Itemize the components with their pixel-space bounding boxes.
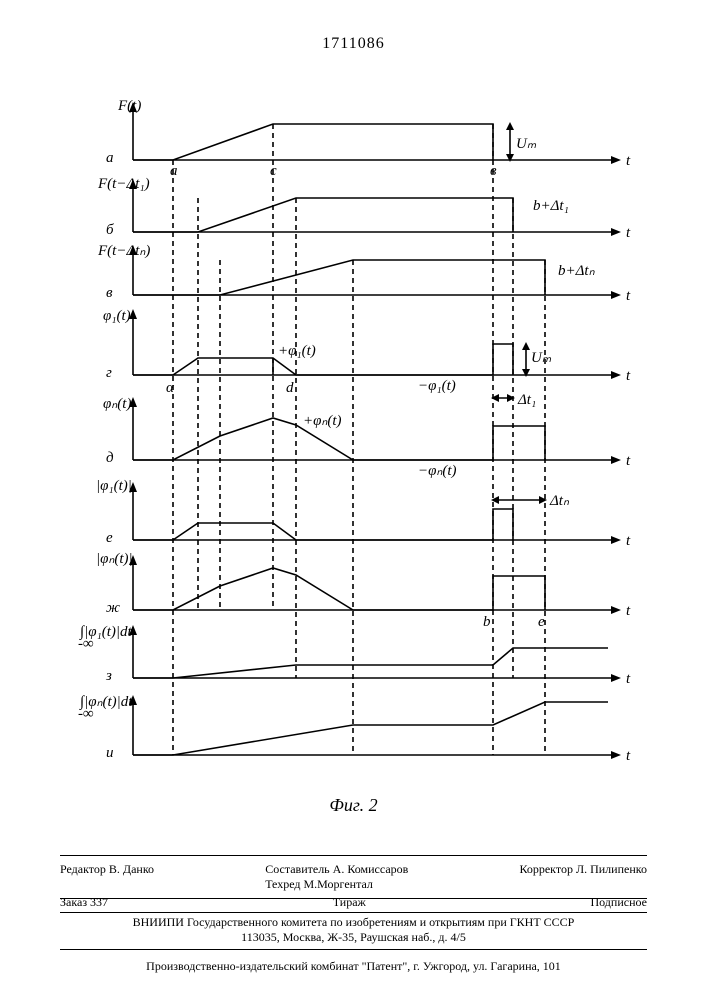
svg-text:Uₘ: Uₘ: [531, 350, 552, 366]
footer: Производственно-издательский комбинат "П…: [60, 955, 647, 974]
order-number: Заказ 337: [60, 895, 108, 910]
wave-c: [133, 260, 545, 295]
svg-text:t: t: [626, 533, 631, 549]
rowletter-a: а: [106, 150, 114, 166]
corrector: Корректор Л. Пилипенко: [519, 862, 647, 892]
timing-diagram: F(t) а t a c в Uₘ F(t−Δt₁): [78, 100, 638, 780]
ylabel-f: |φ₁(t)|: [96, 478, 132, 494]
page: 1711086 F(t) а t a c в Uₘ: [0, 0, 707, 1000]
wave-h: [133, 648, 608, 678]
subscription: Подписное: [590, 895, 647, 910]
svg-text:е: е: [106, 530, 113, 546]
svg-text:−φ₁(t): −φ₁(t): [418, 378, 456, 394]
svg-text:b+Δt₁: b+Δt₁: [533, 198, 569, 214]
svg-text:б: б: [106, 222, 114, 238]
svg-text:з: з: [105, 668, 112, 684]
svg-text:b+Δtₙ: b+Δtₙ: [558, 263, 596, 279]
wave-d: [133, 344, 513, 375]
ylabel-c: F(t−Δtₙ): [97, 243, 150, 259]
svg-text:b: b: [483, 614, 491, 630]
doc-number: 1711086: [0, 35, 707, 53]
wave-g: [133, 568, 545, 610]
wave-a: [133, 124, 493, 160]
svg-text:t: t: [626, 153, 631, 169]
figure-caption: Фиг. 2: [0, 795, 707, 816]
svg-text:+φₙ(t): +φₙ(t): [303, 413, 342, 429]
svg-text:д: д: [106, 450, 114, 466]
ylabel-d: φ₁(t): [103, 308, 131, 324]
credits-block: Редактор В. Данко Составитель А. Комисса…: [60, 855, 647, 899]
svg-text:Δt₁: Δt₁: [517, 392, 536, 408]
svg-text:-∞: -∞: [78, 636, 94, 652]
ylabel-b: F(t−Δt₁): [97, 176, 150, 192]
org-name: ВНИИПИ Государственного комитета по изоб…: [60, 915, 647, 930]
wave-i: [133, 702, 608, 755]
svg-text:Δtₙ: Δtₙ: [549, 493, 570, 509]
svg-text:−φₙ(t): −φₙ(t): [418, 463, 457, 479]
svg-text:-∞: -∞: [78, 706, 94, 722]
svg-text:Uₘ: Uₘ: [516, 136, 537, 152]
svg-text:+φ₁(t): +φ₁(t): [278, 343, 316, 359]
ylabel-e: φₙ(t): [103, 396, 131, 412]
compiler-techred: Составитель А. Комиссаров Техред М.Морге…: [265, 862, 408, 892]
svg-text:d: d: [286, 380, 294, 396]
wave-b: [133, 198, 513, 232]
editor: Редактор В. Данко: [60, 862, 154, 892]
svg-text:e: e: [538, 614, 545, 630]
svg-text:t: t: [626, 225, 631, 241]
svg-text:t: t: [626, 671, 631, 687]
wave-f: [133, 509, 513, 540]
svg-text:t: t: [626, 453, 631, 469]
svg-text:t: t: [626, 288, 631, 304]
svg-text:г: г: [106, 365, 112, 381]
tirazh: Тираж: [333, 895, 366, 910]
svg-text:t: t: [626, 368, 631, 384]
publication-info: Заказ 337 Тираж Подписное ВНИИПИ Государ…: [60, 895, 647, 950]
svg-text:t: t: [626, 748, 631, 764]
ylabel-g: |φₙ(t)|: [96, 551, 133, 567]
svg-text:и: и: [106, 745, 114, 761]
svg-text:t: t: [626, 603, 631, 619]
org-address: 113035, Москва, Ж-35, Раушская наб., д. …: [60, 930, 647, 950]
svg-text:в: в: [106, 285, 113, 301]
svg-text:ж: ж: [106, 600, 120, 616]
